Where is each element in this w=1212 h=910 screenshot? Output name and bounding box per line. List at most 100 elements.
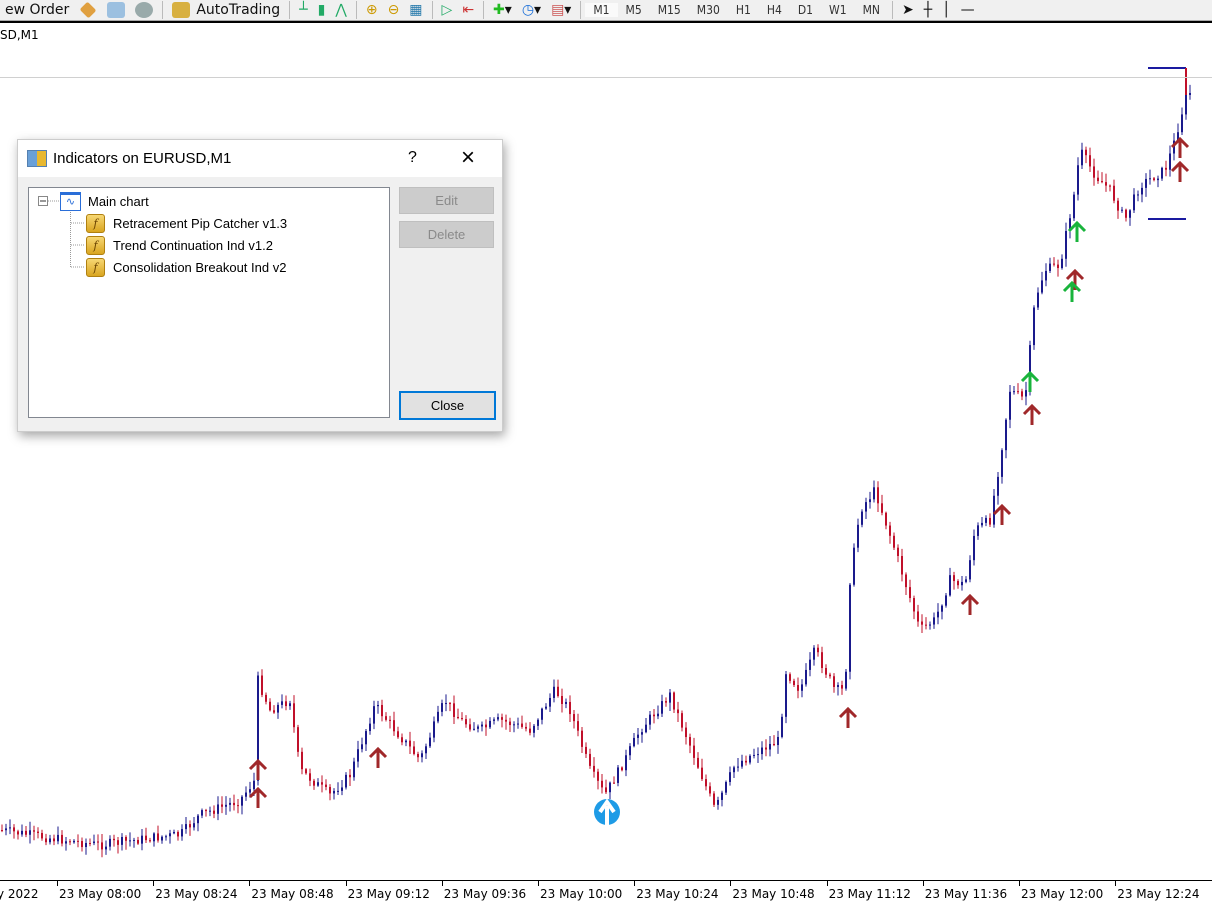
templates-menu-button[interactable]: ▤ ▾ xyxy=(551,2,572,18)
candle xyxy=(61,830,63,847)
tree-node-main-chart[interactable]: ∿ Main chart xyxy=(60,191,149,211)
candle xyxy=(637,727,639,745)
separator xyxy=(431,1,433,19)
tile-windows-button[interactable]: ▦ xyxy=(404,0,427,20)
tree-node-indicator[interactable]: f Consolidation Breakout Ind v2 xyxy=(86,257,286,277)
line-chart-button[interactable]: ⋀ xyxy=(330,0,351,20)
buy-arrow-icon xyxy=(248,758,268,780)
timeframe-m1[interactable]: M1 xyxy=(585,3,618,17)
crosshair-button[interactable]: ┼ xyxy=(919,0,937,20)
candle xyxy=(89,838,91,847)
tree-node-indicator[interactable]: f Retracement Pip Catcher v1.3 xyxy=(86,213,287,233)
close-icon[interactable]: × xyxy=(461,144,476,171)
edit-button[interactable]: Edit xyxy=(399,187,494,214)
timeframe-m5[interactable]: M5 xyxy=(625,3,642,17)
chart-shift-icon: ⇤ xyxy=(462,2,475,18)
candle xyxy=(969,555,971,583)
candle xyxy=(157,825,159,843)
signals-button[interactable] xyxy=(130,0,158,20)
separator xyxy=(289,1,291,19)
candle xyxy=(1161,166,1163,181)
horizontal-line-button[interactable]: — xyxy=(956,0,980,20)
candle xyxy=(225,796,227,815)
candle xyxy=(441,699,443,717)
candle xyxy=(781,713,783,739)
candle xyxy=(813,645,815,666)
tree-node-label: Retracement Pip Catcher v1.3 xyxy=(113,215,288,231)
candle xyxy=(577,713,579,737)
timeframe-m15[interactable]: M15 xyxy=(657,3,681,17)
new-order-button[interactable]: ew Order xyxy=(5,2,70,18)
candle xyxy=(649,711,651,730)
dialog-titlebar[interactable]: Indicators on EURUSD,M1 ? × xyxy=(18,140,502,177)
candle xyxy=(1073,191,1075,222)
zoom-in-button[interactable]: ⊕ xyxy=(361,0,383,20)
candle-chart-button[interactable]: ▮ xyxy=(313,0,331,20)
candle xyxy=(1105,173,1107,192)
timeframe-w1[interactable]: W1 xyxy=(829,3,847,17)
candle xyxy=(505,714,507,730)
bar-chart-button[interactable]: ┴ xyxy=(294,0,312,20)
candle xyxy=(1,824,3,833)
candle xyxy=(593,757,595,778)
candle xyxy=(997,472,999,505)
help-button[interactable]: ? xyxy=(408,149,417,166)
candle xyxy=(1149,169,1151,185)
candle xyxy=(569,695,571,722)
tree-lines xyxy=(38,196,85,268)
vertical-line-button[interactable]: │ xyxy=(937,0,955,20)
candle xyxy=(641,728,643,743)
timeframe-m30[interactable]: M30 xyxy=(696,3,720,17)
candle xyxy=(517,717,519,729)
zoom-out-button[interactable]: ⊖ xyxy=(383,0,405,20)
timeframe-mn[interactable]: MN xyxy=(862,3,880,17)
autotrading-label: AutoTrading xyxy=(196,2,281,18)
tree-node-label: Consolidation Breakout Ind v2 xyxy=(113,259,287,275)
timeframe-d1[interactable]: D1 xyxy=(797,3,814,17)
close-button[interactable]: Close xyxy=(399,391,496,420)
zoom-in-icon: ⊕ xyxy=(365,2,378,18)
candle xyxy=(605,779,607,794)
candle xyxy=(657,705,659,720)
buy-arrow-icon xyxy=(1170,160,1190,182)
candle xyxy=(265,692,267,705)
chart-symbol-label: SD,M1 xyxy=(0,28,39,42)
candle xyxy=(921,614,923,634)
history-center-button[interactable] xyxy=(74,0,102,20)
indicators-window-icon xyxy=(27,150,47,167)
tree-node-indicator[interactable]: f Trend Continuation Ind v1.2 xyxy=(86,235,273,255)
candle xyxy=(429,732,431,749)
market-watch-button[interactable] xyxy=(102,0,130,20)
candle xyxy=(897,544,899,563)
indicators-menu-button[interactable]: ✚ ▾ xyxy=(493,2,512,18)
candle xyxy=(185,817,187,834)
autoscroll-button[interactable]: ▷ xyxy=(437,0,458,20)
cursor-button[interactable]: ➤ xyxy=(897,0,919,20)
price-chart[interactable] xyxy=(0,24,1212,880)
candle xyxy=(993,488,995,528)
timeframe-h1[interactable]: H1 xyxy=(735,3,751,17)
autotrading-button[interactable]: AutoTrading xyxy=(167,0,285,20)
candle xyxy=(1101,172,1103,184)
candle xyxy=(945,592,947,608)
chart-shift-button[interactable]: ⇤ xyxy=(457,0,479,20)
time-axis-tick xyxy=(1115,881,1117,886)
candle xyxy=(609,781,611,800)
custom-indicator-icon: f xyxy=(86,257,105,277)
candle xyxy=(489,717,491,729)
candle xyxy=(217,796,219,821)
candle xyxy=(837,682,839,696)
candle xyxy=(677,701,679,723)
chart-border xyxy=(0,21,1212,23)
buy-arrow-icon xyxy=(960,593,980,615)
delete-button[interactable]: Delete xyxy=(399,221,494,248)
timeframe-h4[interactable]: H4 xyxy=(766,3,782,17)
candle xyxy=(949,567,951,597)
candle xyxy=(169,829,171,844)
time-axis-tick xyxy=(922,881,924,886)
candle xyxy=(45,833,47,846)
candle xyxy=(633,732,635,748)
time-axis-tick xyxy=(249,881,251,886)
periods-menu-button[interactable]: ◷ ▾ xyxy=(521,2,542,18)
candle xyxy=(305,767,307,775)
